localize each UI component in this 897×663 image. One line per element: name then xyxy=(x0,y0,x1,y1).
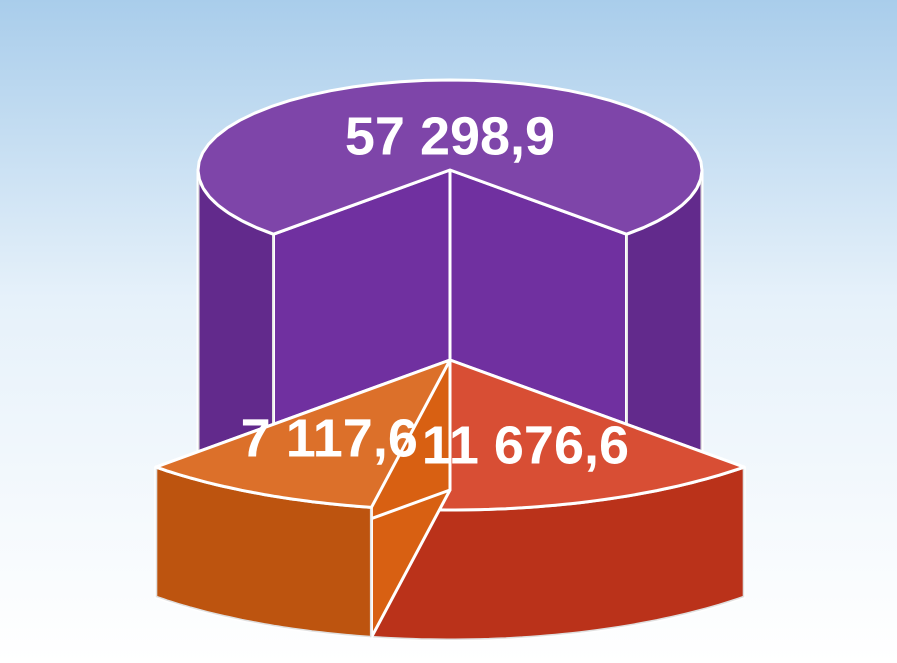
data-label: 11 676,6 xyxy=(422,415,629,475)
slice xyxy=(154,358,452,639)
slice-top-highlight xyxy=(155,360,451,508)
slice-top xyxy=(196,78,704,236)
data-label: 7 117,6 xyxy=(241,409,418,469)
slice-top-highlight xyxy=(371,360,745,510)
slice xyxy=(369,358,746,642)
slice-side-shade xyxy=(155,467,372,638)
slice-top-highlight xyxy=(198,80,702,235)
slice-top xyxy=(154,358,452,509)
data-label: 57 298,9 xyxy=(345,106,555,166)
